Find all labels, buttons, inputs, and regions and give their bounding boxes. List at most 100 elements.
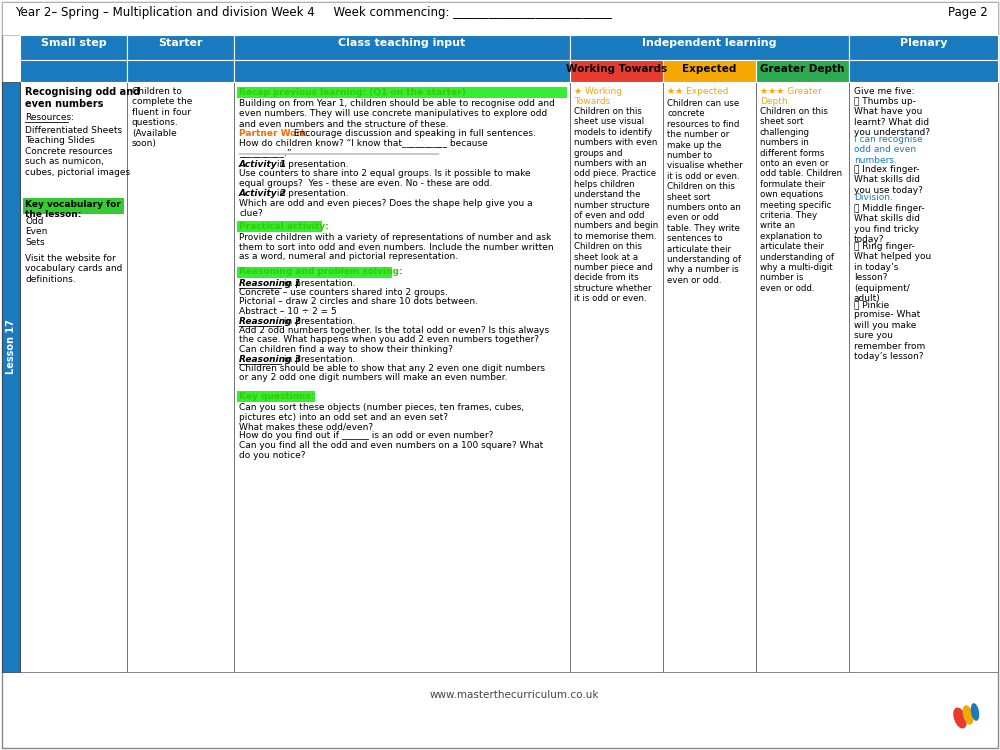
- Bar: [20, 35, 127, 60]
- Text: ★ Working
Towards: ★ Working Towards: [574, 87, 622, 106]
- Text: Children on this
sheet sort
challenging
numbers in
different forms
onto an even : Children on this sheet sort challenging …: [760, 107, 842, 292]
- Text: ★★★ Greater
Depth: ★★★ Greater Depth: [760, 87, 822, 106]
- Text: in presentation.: in presentation.: [274, 190, 349, 199]
- Text: How do children know? “I know that__________ because: How do children know? “I know that______…: [239, 139, 488, 148]
- Text: Reasoning 3: Reasoning 3: [239, 355, 301, 364]
- Bar: [849, 82, 998, 672]
- Text: Activity 1: Activity 1: [239, 160, 287, 169]
- Bar: [2, 2, 998, 35]
- Bar: [20, 60, 127, 82]
- Text: Lesson 17: Lesson 17: [6, 320, 16, 374]
- Bar: [570, 82, 663, 672]
- Bar: [237, 221, 322, 232]
- Text: What makes these odd/even?: What makes these odd/even?: [239, 422, 373, 431]
- Text: Recap previous learning: (Q1 on the starter): Recap previous learning: (Q1 on the star…: [239, 88, 466, 97]
- Text: in presentation.: in presentation.: [281, 278, 356, 287]
- Text: Working Towards: Working Towards: [566, 64, 667, 74]
- Text: Key questions:: Key questions:: [239, 392, 314, 401]
- Bar: [849, 35, 998, 60]
- Text: Visit the website for
vocabulary cards and
definitions.: Visit the website for vocabulary cards a…: [25, 254, 122, 284]
- Text: Children can use
concrete
resources to find
the number or
make up the
number to
: Children can use concrete resources to f…: [667, 99, 743, 285]
- Bar: [234, 60, 570, 82]
- Bar: [756, 60, 849, 82]
- Text: www.masterthecurriculum.co.uk: www.masterthecurriculum.co.uk: [430, 690, 600, 700]
- Text: Recognising odd and
even numbers: Recognising odd and even numbers: [25, 87, 140, 109]
- Text: Class teaching input: Class teaching input: [338, 38, 466, 48]
- Bar: [127, 35, 234, 60]
- Text: Children should be able to show that any 2 even one digit numbers: Children should be able to show that any…: [239, 364, 545, 373]
- Text: 👆 Index finger-
What skills did
you use today?: 👆 Index finger- What skills did you use …: [854, 165, 923, 195]
- Text: Add 2 odd numbers together. Is the total odd or even? Is this always: Add 2 odd numbers together. Is the total…: [239, 326, 549, 335]
- Text: Small step: Small step: [41, 38, 106, 48]
- Bar: [237, 87, 567, 98]
- Text: Abstract – 10 ÷ 2 = 5: Abstract – 10 ÷ 2 = 5: [239, 307, 337, 316]
- Bar: [23, 198, 124, 214]
- Text: Which are odd and even pieces? Does the shape help give you a: Which are odd and even pieces? Does the …: [239, 199, 533, 208]
- Text: 💪 Middle finger-
What skills did
you find tricky
today?: 💪 Middle finger- What skills did you fin…: [854, 204, 925, 245]
- Text: in presentation.: in presentation.: [274, 160, 349, 169]
- Text: How do you find out if ______ is an odd or even number?: How do you find out if ______ is an odd …: [239, 431, 493, 440]
- Text: 💟 Pinkie
promise- What
will you make
sure you
remember from
today’s lesson?: 💟 Pinkie promise- What will you make sur…: [854, 300, 925, 361]
- Bar: [127, 82, 234, 672]
- Text: them to sort into odd and even numbers. Include the number written: them to sort into odd and even numbers. …: [239, 242, 554, 251]
- Ellipse shape: [963, 705, 973, 724]
- Text: Page 2: Page 2: [948, 6, 988, 19]
- Text: pictures etc) into an odd set and an even set?: pictures etc) into an odd set and an eve…: [239, 413, 448, 422]
- Text: or any 2 odd one digit numbers will make an even number.: or any 2 odd one digit numbers will make…: [239, 374, 507, 382]
- Text: ★★ Expected: ★★ Expected: [667, 87, 728, 96]
- Text: Starter: Starter: [158, 38, 203, 48]
- Text: Differentiated Sheets
Teaching Slides
Concrete resources
such as numicon,
cubes,: Differentiated Sheets Teaching Slides Co…: [25, 126, 130, 176]
- Bar: [849, 60, 998, 82]
- Text: Reasoning and problem solving:: Reasoning and problem solving:: [239, 268, 403, 277]
- Text: I can recognise
odd and even
numbers.: I can recognise odd and even numbers.: [854, 135, 923, 165]
- Text: Practical activity:: Practical activity:: [239, 222, 329, 231]
- Text: the case. What happens when you add 2 even numbers together?: the case. What happens when you add 2 ev…: [239, 335, 539, 344]
- Text: as a word, numeral and pictorial representation.: as a word, numeral and pictorial represe…: [239, 252, 458, 261]
- Text: Can you sort these objects (number pieces, ten frames, cubes,: Can you sort these objects (number piece…: [239, 403, 524, 412]
- Text: 👉 Ring finger-
What helped you
in today’s
lesson?
(equipment/
adult): 👉 Ring finger- What helped you in today’…: [854, 242, 931, 303]
- Bar: [570, 60, 663, 82]
- Text: Expected: Expected: [682, 64, 737, 74]
- Bar: [663, 82, 756, 672]
- Text: Greater Depth: Greater Depth: [760, 64, 845, 74]
- Text: do you notice?: do you notice?: [239, 451, 306, 460]
- Bar: [2, 82, 20, 672]
- Bar: [570, 35, 849, 60]
- Bar: [234, 82, 570, 672]
- Text: Children on this
sheet use visual
models to identify
numbers with even
groups an: Children on this sheet use visual models…: [574, 107, 658, 303]
- Ellipse shape: [953, 707, 967, 728]
- Text: Reasoning 1: Reasoning 1: [239, 278, 301, 287]
- Text: Resources:: Resources:: [25, 113, 74, 122]
- Text: clue?: clue?: [239, 209, 263, 218]
- Text: Independent learning: Independent learning: [642, 38, 777, 48]
- Text: Reasoning 2: Reasoning 2: [239, 316, 301, 326]
- Text: Can you find all the odd and even numbers on a 100 square? What: Can you find all the odd and even number…: [239, 441, 543, 450]
- Bar: [237, 391, 315, 402]
- Text: Concrete – use counters shared into 2 groups.: Concrete – use counters shared into 2 gr…: [239, 288, 448, 297]
- Bar: [663, 60, 756, 82]
- Ellipse shape: [971, 703, 979, 721]
- Text: Key vocabulary for
the lesson:: Key vocabulary for the lesson:: [25, 200, 121, 220]
- Text: Children to
complete the
fluent in four
questions.
(Available
soon): Children to complete the fluent in four …: [132, 87, 192, 148]
- Text: Building on from Year 1, children should be able to recognise odd and
even numbe: Building on from Year 1, children should…: [239, 99, 555, 129]
- Bar: [127, 60, 234, 82]
- Text: in presentation.: in presentation.: [281, 355, 356, 364]
- Text: Use counters to share into 2 equal groups. Is it possible to make: Use counters to share into 2 equal group…: [239, 170, 531, 178]
- Text: __________.”: __________.”: [239, 148, 292, 157]
- Text: equal groups?  Yes - these are even. No - these are odd.: equal groups? Yes - these are even. No -…: [239, 179, 492, 188]
- Text: Plenary: Plenary: [900, 38, 947, 48]
- Bar: [234, 35, 570, 60]
- Text: Division.: Division.: [854, 193, 893, 202]
- Text: Odd
Even
Sets: Odd Even Sets: [25, 217, 47, 247]
- Text: Year 2– Spring – Multiplication and division Week 4     Week commencing: _______: Year 2– Spring – Multiplication and divi…: [15, 6, 612, 19]
- Text: Can children find a way to show their thinking?: Can children find a way to show their th…: [239, 345, 453, 354]
- Text: Activity 2: Activity 2: [239, 190, 287, 199]
- Text: Give me five:: Give me five:: [854, 87, 914, 96]
- Text: Encourage discussion and speaking in full sentences.: Encourage discussion and speaking in ful…: [291, 129, 536, 138]
- Text: Provide children with a variety of representations of number and ask: Provide children with a variety of repre…: [239, 233, 551, 242]
- Bar: [237, 266, 392, 278]
- Bar: [756, 82, 849, 672]
- Text: Pictorial – draw 2 circles and share 10 dots between.: Pictorial – draw 2 circles and share 10 …: [239, 298, 478, 307]
- Text: in presentation.: in presentation.: [281, 316, 356, 326]
- Text: Partner Work.: Partner Work.: [239, 129, 310, 138]
